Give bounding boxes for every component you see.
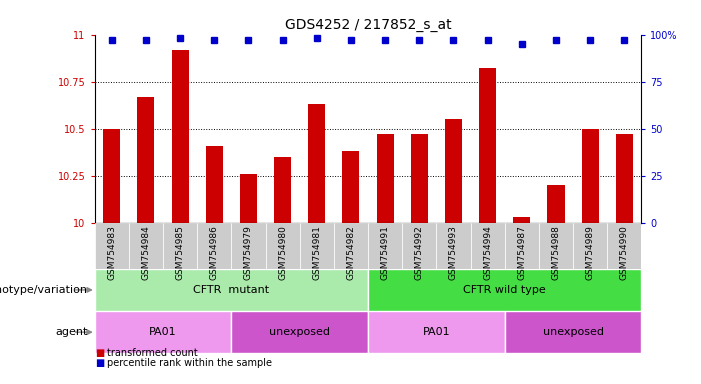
Bar xyxy=(95,269,368,311)
Bar xyxy=(95,311,231,353)
Bar xyxy=(513,217,531,223)
Text: GSM754990: GSM754990 xyxy=(620,225,629,280)
Bar xyxy=(231,223,266,269)
Text: GSM754981: GSM754981 xyxy=(312,225,321,280)
Bar xyxy=(547,185,564,223)
Text: ■: ■ xyxy=(95,348,104,358)
Bar xyxy=(573,223,607,269)
Text: GSM754984: GSM754984 xyxy=(142,225,151,280)
Text: unexposed: unexposed xyxy=(543,327,604,337)
Bar xyxy=(445,119,462,223)
Bar xyxy=(137,97,154,223)
Text: percentile rank within the sample: percentile rank within the sample xyxy=(107,358,272,368)
Bar xyxy=(505,311,641,353)
Bar xyxy=(197,223,231,269)
Bar xyxy=(274,157,291,223)
Bar xyxy=(266,223,300,269)
Text: PA01: PA01 xyxy=(149,327,177,337)
Text: CFTR wild type: CFTR wild type xyxy=(463,285,546,295)
Text: GSM754993: GSM754993 xyxy=(449,225,458,280)
Bar xyxy=(334,223,368,269)
Bar xyxy=(172,50,189,223)
Text: genotype/variation: genotype/variation xyxy=(0,285,88,295)
Bar xyxy=(300,223,334,269)
Bar xyxy=(479,68,496,223)
Text: GSM754983: GSM754983 xyxy=(107,225,116,280)
Bar xyxy=(470,223,505,269)
Text: transformed count: transformed count xyxy=(107,348,198,358)
Text: GSM754994: GSM754994 xyxy=(483,225,492,280)
Bar xyxy=(368,269,641,311)
Bar xyxy=(411,134,428,223)
Text: PA01: PA01 xyxy=(423,327,450,337)
Text: GSM754985: GSM754985 xyxy=(175,225,184,280)
Bar xyxy=(539,223,573,269)
Bar xyxy=(103,129,121,223)
Text: GSM754987: GSM754987 xyxy=(517,225,526,280)
Text: GSM754979: GSM754979 xyxy=(244,225,253,280)
Text: CFTR  mutant: CFTR mutant xyxy=(193,285,269,295)
Bar xyxy=(368,223,402,269)
Text: agent: agent xyxy=(55,327,88,337)
Bar xyxy=(505,223,539,269)
Bar xyxy=(376,134,394,223)
Text: GSM754991: GSM754991 xyxy=(381,225,390,280)
Text: GSM754992: GSM754992 xyxy=(415,225,424,280)
Text: GSM754986: GSM754986 xyxy=(210,225,219,280)
Bar xyxy=(342,151,360,223)
Bar xyxy=(308,104,325,223)
Bar xyxy=(436,223,470,269)
Bar xyxy=(129,223,163,269)
Bar xyxy=(615,134,633,223)
Title: GDS4252 / 217852_s_at: GDS4252 / 217852_s_at xyxy=(285,18,451,32)
Bar xyxy=(231,311,368,353)
Bar xyxy=(368,311,505,353)
Text: GSM754988: GSM754988 xyxy=(552,225,561,280)
Bar xyxy=(402,223,436,269)
Bar xyxy=(240,174,257,223)
Text: GSM754989: GSM754989 xyxy=(585,225,594,280)
Text: ■: ■ xyxy=(95,358,104,368)
Text: GSM754980: GSM754980 xyxy=(278,225,287,280)
Bar xyxy=(95,223,129,269)
Bar xyxy=(582,129,599,223)
Text: unexposed: unexposed xyxy=(269,327,330,337)
Bar xyxy=(205,146,223,223)
Bar xyxy=(163,223,197,269)
Bar xyxy=(607,223,641,269)
Text: GSM754982: GSM754982 xyxy=(346,225,355,280)
